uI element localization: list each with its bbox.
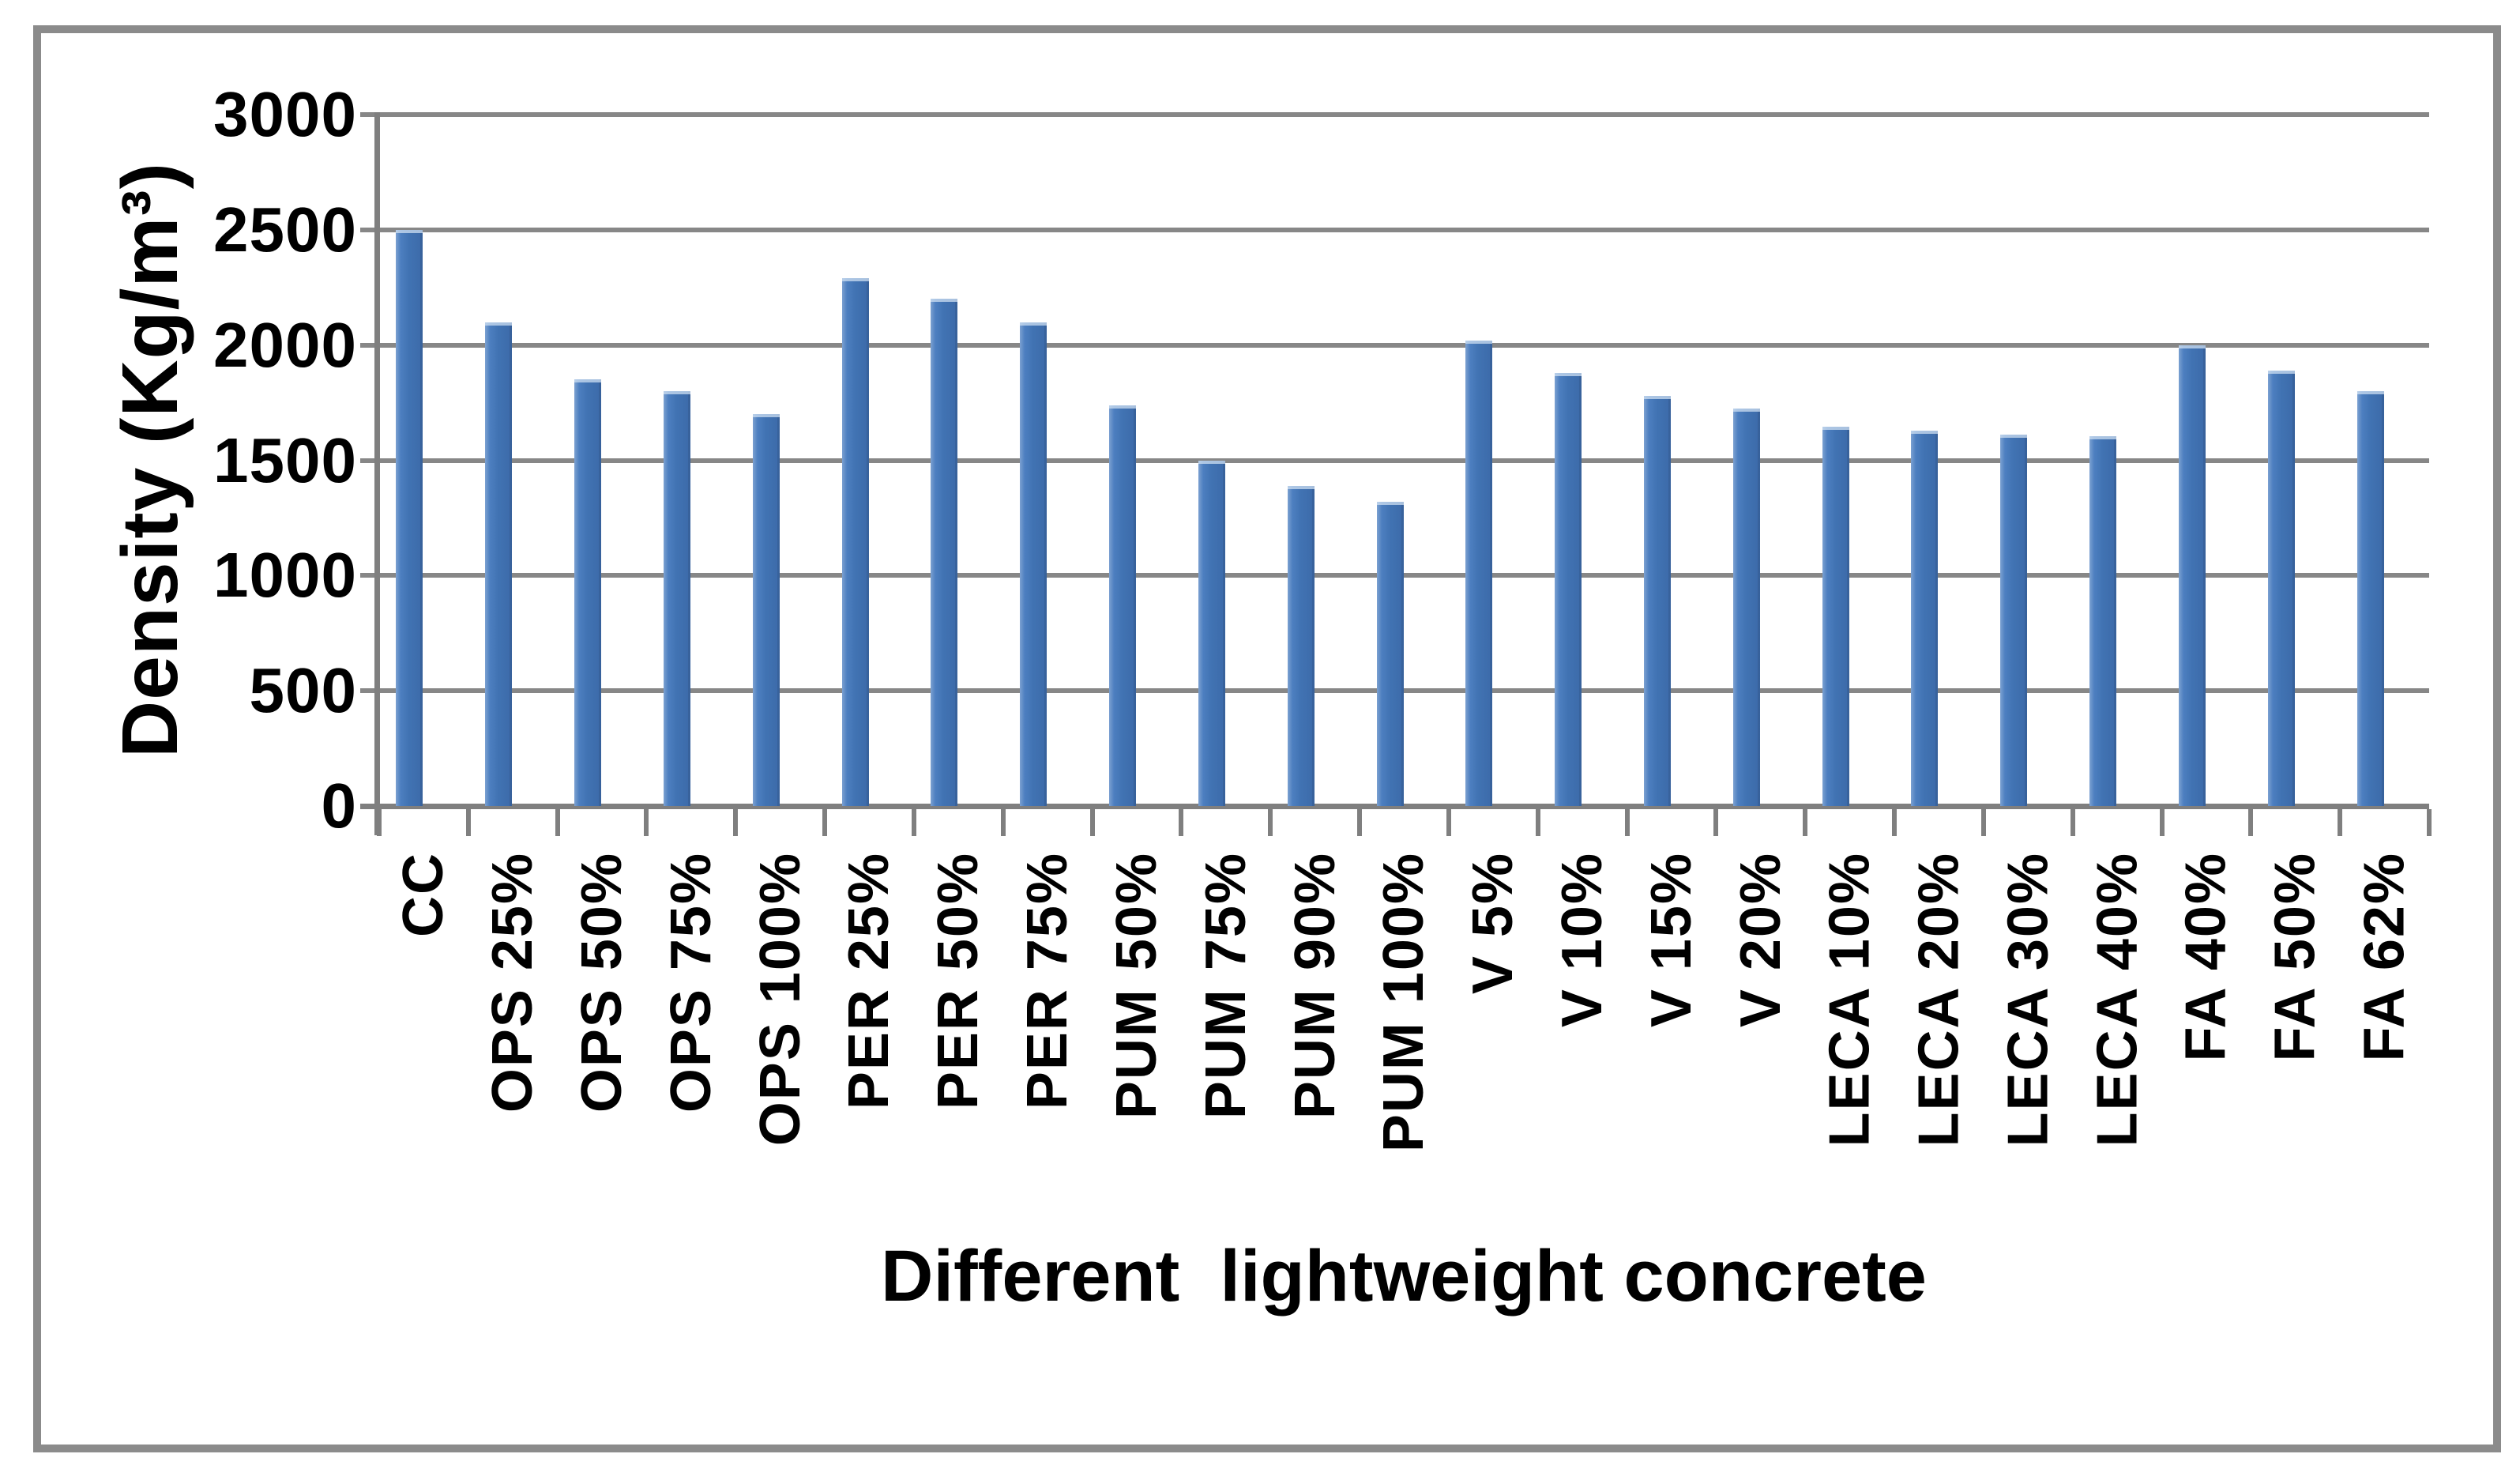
- bar-LECA 30%: [2000, 435, 2028, 806]
- bar-PUM 75%: [1198, 460, 1225, 806]
- y-tick-label-1000: 1000: [213, 540, 357, 611]
- y-axis-title: Density (Kg/m³): [106, 162, 194, 758]
- gridline-3000: [360, 112, 2429, 117]
- x-axis-tick: [555, 809, 560, 836]
- y-axis-line: [374, 112, 380, 835]
- y-tick-label-500: 500: [249, 655, 357, 726]
- bar-V 5%: [1465, 340, 1493, 806]
- category-label-V 5%: V 5%: [1461, 852, 1525, 995]
- category-label-V 20%: V 20%: [1728, 852, 1792, 1028]
- x-axis-tick: [377, 809, 382, 836]
- bar-FA 40%: [2178, 345, 2206, 806]
- bar-OPS 100%: [752, 414, 780, 806]
- category-label-PUM 100%: PUM 100%: [1372, 852, 1436, 1153]
- category-label-CC: CC: [392, 852, 456, 937]
- bar-OPS 75%: [663, 391, 690, 806]
- bar-FA 62%: [2356, 391, 2384, 806]
- bar-FA 50%: [2267, 370, 2295, 806]
- x-axis-tick: [1179, 809, 1184, 836]
- bar-PUM 100%: [1376, 502, 1404, 806]
- x-axis-tick: [1357, 809, 1363, 836]
- x-axis-tick: [1535, 809, 1540, 836]
- x-axis-line: [360, 804, 2429, 809]
- bar-PER 75%: [1020, 322, 1047, 806]
- x-axis-tick: [465, 809, 471, 836]
- x-axis-tick: [1624, 809, 1630, 836]
- y-tick-label-3000: 3000: [213, 79, 357, 149]
- bar-CC: [396, 229, 423, 806]
- bar-PER 25%: [841, 278, 869, 806]
- category-label-OPS 100%: OPS 100%: [748, 852, 812, 1147]
- bar-OPS 50%: [574, 379, 602, 806]
- y-tick-label-0: 0: [321, 770, 357, 841]
- category-label-FA 50%: FA 50%: [2263, 852, 2327, 1062]
- x-axis-tick: [1089, 809, 1095, 836]
- x-axis-tick: [1892, 809, 1898, 836]
- bar-V 20%: [1732, 408, 1760, 806]
- x-axis-tick: [1446, 809, 1451, 836]
- category-label-LECA 40%: LECA 40%: [2086, 852, 2150, 1147]
- x-axis-tick: [822, 809, 828, 836]
- category-label-PER 25%: PER 25%: [837, 852, 901, 1110]
- category-label-OPS 75%: OPS 75%: [659, 852, 723, 1113]
- x-axis-tick: [1268, 809, 1273, 836]
- x-axis-tick: [2070, 809, 2075, 836]
- x-axis-tick: [1713, 809, 1719, 836]
- category-label-LECA 10%: LECA 10%: [1818, 852, 1882, 1147]
- x-axis-tick: [644, 809, 649, 836]
- x-axis-tick: [1803, 809, 1808, 836]
- x-axis-tick: [1000, 809, 1006, 836]
- gridline-2500: [360, 227, 2429, 232]
- category-label-PUM 90%: PUM 90%: [1283, 852, 1347, 1120]
- bar-PER 50%: [931, 299, 958, 806]
- category-label-PUM 75%: PUM 75%: [1194, 852, 1258, 1120]
- bar-V 10%: [1555, 372, 1582, 806]
- x-axis-tick: [2338, 809, 2343, 836]
- category-label-OPS 50%: OPS 50%: [570, 852, 634, 1113]
- bar-LECA 40%: [2089, 435, 2117, 806]
- category-label-OPS 25%: OPS 25%: [481, 852, 545, 1113]
- x-axis-tick: [2427, 809, 2432, 836]
- category-label-FA 40%: FA 40%: [2174, 852, 2238, 1062]
- bar-LECA 20%: [1911, 430, 1939, 806]
- category-label-PUM 50%: PUM 50%: [1105, 852, 1169, 1120]
- category-label-V 15%: V 15%: [1639, 852, 1703, 1028]
- y-tick-label-2500: 2500: [213, 194, 357, 265]
- bar-V 15%: [1644, 395, 1671, 806]
- gridline-2000: [360, 342, 2429, 348]
- bar-LECA 10%: [1822, 427, 1849, 806]
- category-label-V 10%: V 10%: [1551, 852, 1615, 1028]
- category-label-PER 50%: PER 50%: [927, 852, 991, 1110]
- category-label-FA 62%: FA 62%: [2353, 852, 2417, 1062]
- x-axis-tick: [2248, 809, 2254, 836]
- bar-OPS 25%: [485, 322, 513, 806]
- gridline-1500: [360, 458, 2429, 463]
- x-axis-tick: [2159, 809, 2165, 836]
- category-label-LECA 20%: LECA 20%: [1907, 852, 1971, 1147]
- bar-PUM 90%: [1287, 485, 1315, 806]
- y-tick-label-2000: 2000: [213, 309, 357, 380]
- x-axis-tick: [911, 809, 916, 836]
- y-tick-label-1500: 1500: [213, 424, 357, 495]
- x-axis-title: Different lightweight concrete: [881, 1236, 1927, 1316]
- x-axis-tick: [733, 809, 739, 836]
- category-label-PER 75%: PER 75%: [1016, 852, 1080, 1110]
- category-label-LECA 30%: LECA 30%: [1996, 852, 2060, 1147]
- x-axis-tick: [1980, 809, 1986, 836]
- bar-PUM 50%: [1109, 405, 1137, 806]
